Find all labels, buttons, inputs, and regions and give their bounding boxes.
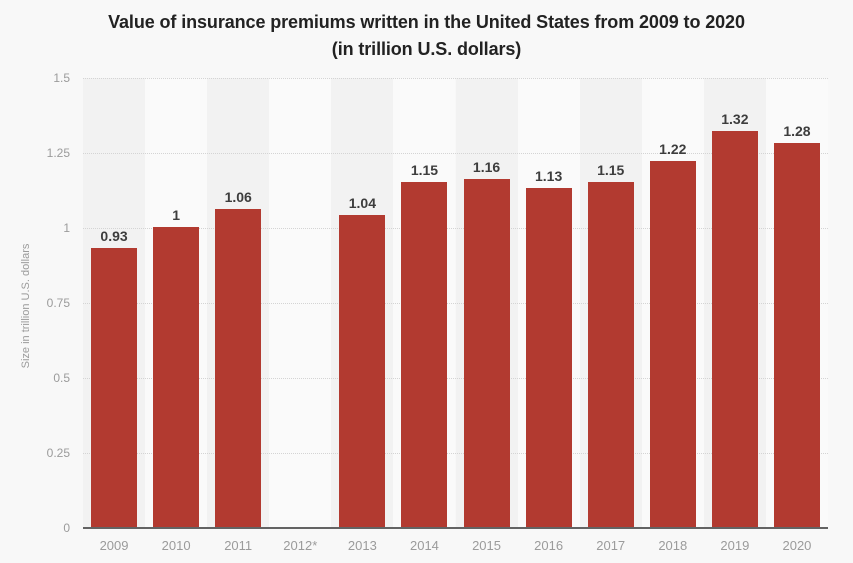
plot-area: 0.93 1 1.06 1.04 1.15 1.16 1.13 1.15 1.22 1.32 1.2… [83, 78, 828, 529]
x-tick-2016: 2016 [534, 538, 564, 553]
bar-2013 [339, 215, 386, 527]
x-tick-2013: 2013 [347, 538, 377, 553]
bar-value-2010: 1 [172, 207, 181, 223]
y-tick-1.25: 1.25 [46, 146, 70, 160]
bar-2015 [463, 179, 510, 527]
x-tick-2010: 2010 [161, 538, 191, 553]
x-tick-2019: 2019 [720, 538, 750, 553]
bar-2017 [587, 182, 634, 527]
bar-2011 [215, 209, 262, 527]
x-tick-2011: 2011 [224, 538, 253, 553]
bar-2019 [711, 131, 758, 527]
chart-header: Value of insurance premiums written in t… [0, 9, 853, 63]
bar-value-2019: 1.32 [721, 111, 749, 127]
x-tick-2012*: 2012* [283, 538, 318, 553]
bar-value-2011: 1.06 [224, 189, 252, 205]
gridline-0.75 [83, 303, 828, 304]
bar-value-2020: 1.28 [783, 123, 811, 139]
x-tick-2018: 2018 [658, 538, 688, 553]
chart-subtitle: (in trillion U.S. dollars) [331, 39, 522, 59]
bar-value-2016: 1.13 [535, 168, 563, 184]
y-axis-tick-labels: 0 0.25 0.5 0.75 1 1.25 1.5 [28, 0, 70, 563]
y-tick-1.5: 1.5 [53, 71, 70, 85]
x-tick-2014: 2014 [409, 538, 439, 553]
bar-value-2015: 1.16 [472, 159, 501, 175]
bar-2016 [525, 188, 572, 527]
x-axis-tick-labels: 2009 2010 2011 2012* 2013 2014 2015 2016 2017 201… [83, 538, 828, 556]
bar-value-2017: 1.15 [597, 162, 625, 178]
x-axis-line [83, 527, 828, 529]
bar-2014 [401, 182, 448, 527]
gridline-0.5 [83, 378, 828, 379]
bar-2010 [153, 227, 200, 527]
bar-value-2009: 0.93 [100, 228, 128, 244]
bar-value-2018: 1.22 [659, 141, 687, 157]
x-tick-2020: 2020 [782, 538, 812, 553]
x-tick-2009: 2009 [99, 538, 129, 553]
gridline-1.5 [83, 78, 828, 79]
bar-2009 [91, 248, 138, 527]
chart-title: Value of insurance premiums written in t… [108, 12, 745, 32]
y-tick-0.5: 0.5 [53, 371, 70, 385]
gridline-1.25 [83, 153, 828, 154]
y-tick-0.75: 0.75 [46, 296, 70, 310]
y-tick-1: 1 [63, 221, 70, 235]
bar-2020 [773, 143, 820, 527]
bar-2018 [649, 161, 696, 527]
x-tick-2015: 2015 [472, 538, 501, 553]
gridline-1 [83, 228, 828, 229]
y-tick-0.25: 0.25 [46, 446, 70, 460]
bar-value-2013: 1.04 [348, 195, 376, 211]
x-tick-2017: 2017 [596, 538, 626, 553]
y-tick-0: 0 [63, 521, 70, 535]
gridline-0.25 [83, 453, 828, 454]
bar-value-2014: 1.15 [410, 162, 439, 178]
